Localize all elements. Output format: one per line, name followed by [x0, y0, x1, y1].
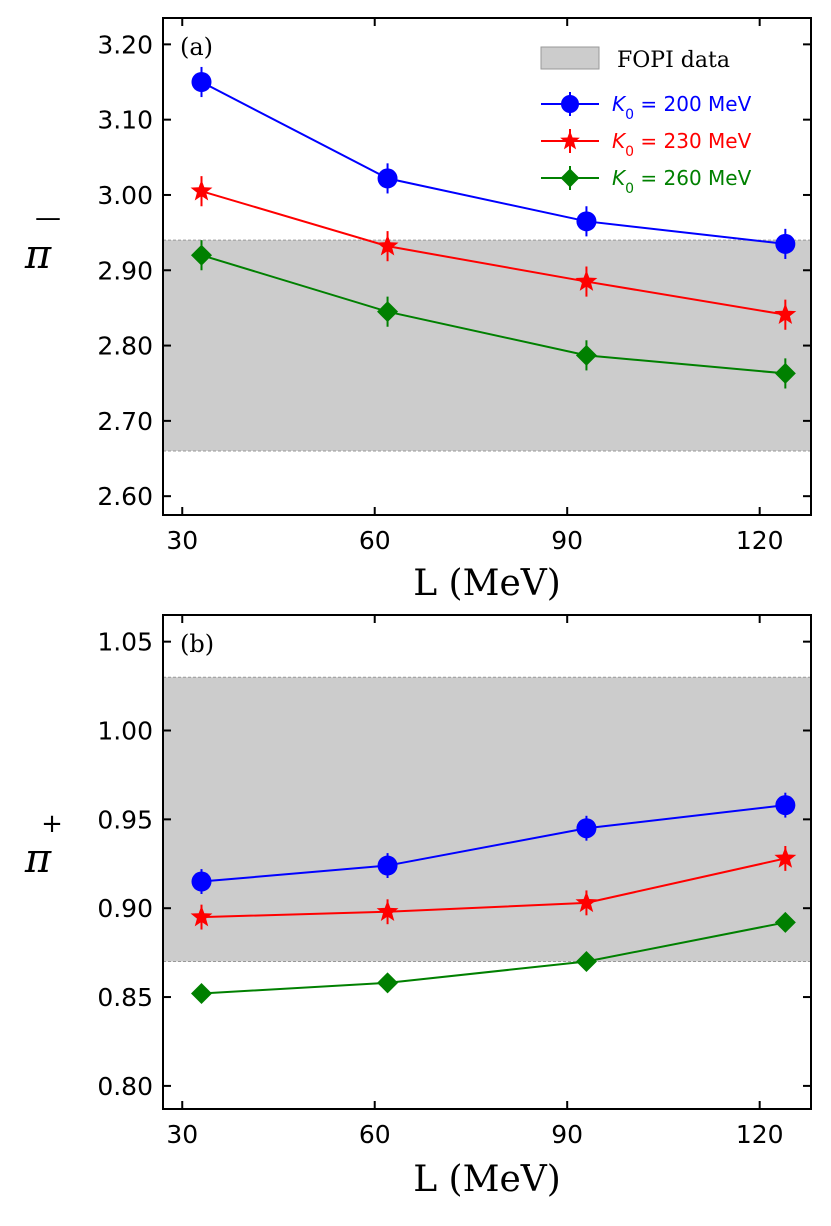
data-point [376, 234, 399, 256]
y-axis-title-b: π [24, 836, 52, 882]
series-line [201, 81, 786, 245]
data-point [775, 795, 796, 816]
series-star [190, 846, 797, 930]
legend-band-swatch [540, 46, 600, 70]
y-tick-label: 0.80 [97, 1072, 153, 1101]
legend-label: K0 = 230 MeV [612, 129, 752, 160]
legend-label: K0 = 200 MeV [612, 92, 752, 123]
series-circle [191, 66, 796, 259]
series-line [201, 921, 786, 995]
series-line [201, 190, 786, 316]
y-tick-label: 0.90 [97, 894, 153, 923]
series-star [190, 176, 797, 330]
data-point [191, 871, 212, 892]
y-tick-label: 0.95 [97, 805, 153, 834]
y-tick-label: 3.20 [97, 30, 153, 59]
data-point [774, 303, 797, 324]
series-line [201, 254, 786, 375]
x-tick-label: 60 [359, 526, 391, 555]
data-point [575, 891, 598, 913]
data-point [377, 301, 399, 323]
legend-entry: K0 = 260 MeV [541, 166, 752, 197]
y-tick-label: 0.85 [97, 983, 153, 1012]
series-circle [191, 792, 796, 894]
fopi-band [163, 240, 811, 451]
plot-frame-b [162, 614, 812, 1110]
data-point [575, 270, 598, 291]
x-tick-label: 120 [736, 526, 784, 555]
series-line [201, 857, 786, 919]
x-tick-label: 90 [551, 526, 583, 555]
data-point [775, 233, 796, 254]
data-point [377, 168, 398, 189]
series-diamond [190, 240, 796, 389]
data-point [377, 855, 398, 876]
panel-a: 30 60 90 120 2.60 2.70 2.80 2.90 3.00 3.10 3.20 (a… [24, 17, 812, 604]
data-point [575, 344, 597, 366]
y-tick-label: 2.60 [97, 482, 153, 511]
data-point [774, 362, 796, 384]
x-tick-label: 60 [359, 1120, 391, 1149]
data-point [190, 244, 212, 266]
data-point [190, 179, 213, 201]
legend: FOPI data K0 = 200 MeV K0 = 230 MeV K0 = 2… [540, 46, 752, 197]
data-point [576, 818, 597, 839]
y-axis-title-sup-b: + [41, 809, 63, 839]
y-tick-label: 1.00 [97, 717, 153, 746]
data-point [575, 951, 597, 973]
data-point [190, 905, 213, 927]
data-point [376, 900, 399, 922]
panel-b: 30 60 90 120 0.80 0.85 0.90 0.95 1.00 1.05 (b) L … [24, 614, 812, 1200]
series-line [201, 804, 786, 883]
x-tick-label: 90 [551, 1120, 583, 1149]
x-axis-title-a: L (MeV) [413, 563, 561, 604]
y-tick-label: 2.70 [97, 407, 153, 436]
y-tick-label: 3.10 [97, 106, 153, 135]
data-point [377, 972, 399, 994]
y-tick-label: 2.90 [97, 256, 153, 285]
legend-label: K0 = 260 MeV [612, 166, 752, 197]
data-point [190, 982, 212, 1004]
data-point [774, 846, 797, 868]
legend-entry: K0 = 230 MeV [541, 129, 752, 160]
y-tick-label: 2.80 [97, 332, 153, 361]
x-tick-label: 120 [736, 1120, 784, 1149]
y-axis-title-a: π [24, 232, 52, 278]
y-axis-title-sup-a: — [35, 203, 61, 233]
x-tick-label: 30 [166, 526, 198, 555]
y-tick-label: 1.05 [97, 628, 153, 657]
data-point [774, 911, 796, 933]
y-tick-label: 3.00 [97, 181, 153, 210]
legend-entry: K0 = 200 MeV [541, 92, 752, 123]
fopi-band [163, 677, 811, 962]
data-point [191, 72, 212, 93]
series-diamond [190, 911, 796, 1004]
legend-band-label: FOPI data [617, 48, 730, 73]
plot-frame-a [162, 17, 812, 516]
x-tick-label: 30 [166, 1120, 198, 1149]
data-point [576, 211, 597, 232]
panel-label-b: (b) [180, 630, 214, 658]
x-axis-title-b: L (MeV) [413, 1159, 561, 1200]
panel-label-a: (a) [180, 33, 213, 61]
